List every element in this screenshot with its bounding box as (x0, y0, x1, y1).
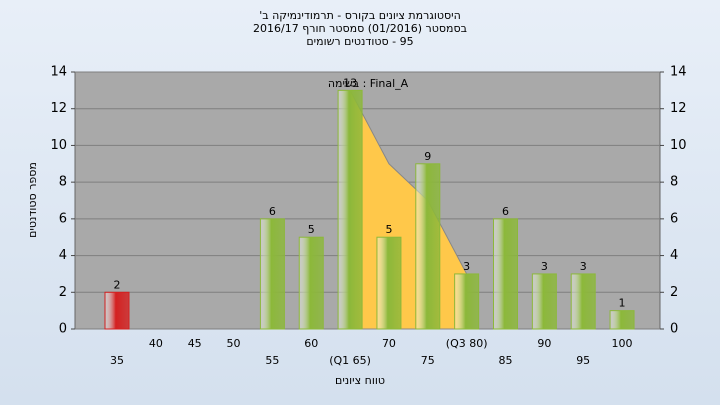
x-tick-label: (Q3 80) (446, 337, 488, 350)
data-label: 5 (308, 223, 315, 236)
y-tick-label: 0 (59, 322, 67, 337)
y-tick-label: 2 (59, 285, 67, 300)
y2-tick-label: 4 (670, 248, 678, 263)
y-tick-label: 12 (50, 101, 67, 116)
y2-tick-label: 10 (670, 138, 687, 153)
bar (454, 273, 480, 330)
bar (609, 310, 635, 330)
y-tick-label: 14 (50, 65, 67, 80)
bar (570, 273, 596, 330)
y-tick-label: 10 (50, 138, 67, 153)
x-tick-label: 85 (499, 354, 513, 367)
bar (493, 218, 518, 330)
x-tick-label: 100 (612, 337, 633, 350)
bar (376, 236, 402, 330)
y2-tick-label: 2 (670, 285, 678, 300)
data-label: 5 (385, 223, 392, 236)
y-tick-label: 8 (59, 175, 67, 190)
x-tick-label: 90 (537, 337, 551, 350)
data-label: 3 (541, 260, 548, 273)
y-tick-label: 4 (59, 248, 67, 263)
bar (104, 291, 130, 330)
data-label: 3 (580, 260, 587, 273)
chart-title: היסטוגרמת ציונים בקורס - תרמודינמיקה ב' (259, 9, 461, 22)
y-axis-title: מספר סטודנטים (26, 162, 39, 238)
x-tick-label: 35 (110, 354, 124, 367)
data-label: 6 (269, 205, 276, 218)
x-tick-label: 45 (188, 337, 202, 350)
y-tick-label: 6 (59, 211, 67, 226)
data-label: 3 (463, 260, 470, 273)
chart-subtitle: 95 - סטודנטים רשומים (306, 35, 413, 48)
y2-tick-label: 6 (670, 211, 678, 226)
chart-subtitle: בסמסטר (01/2016) סמסטר חורף 2016/17 (253, 22, 467, 35)
bar (415, 163, 441, 330)
bar (337, 89, 363, 330)
y2-tick-label: 8 (670, 175, 678, 190)
y2-tick-label: 0 (670, 322, 678, 337)
bar (259, 218, 285, 330)
x-tick-label: 50 (227, 337, 241, 350)
data-label: 6 (502, 205, 509, 218)
legend: בשימה : Final_A (328, 77, 409, 90)
x-tick-label: (Q1 65) (329, 354, 371, 367)
data-label: 9 (424, 150, 431, 163)
data-label: 2 (114, 278, 121, 291)
y2-tick-label: 14 (670, 65, 687, 80)
x-tick-label: 75 (421, 354, 435, 367)
bar (531, 273, 557, 330)
bar (298, 236, 324, 330)
x-tick-label: 60 (304, 337, 318, 350)
y2-tick-label: 12 (670, 101, 687, 116)
x-tick-label: 95 (576, 354, 590, 367)
data-label: 1 (619, 297, 626, 310)
x-tick-label: 55 (265, 354, 279, 367)
x-tick-label: 70 (382, 337, 396, 350)
x-axis-title: טווח ציונים (335, 374, 385, 387)
x-tick-label: 40 (149, 337, 163, 350)
data-label: 13 (343, 76, 357, 89)
